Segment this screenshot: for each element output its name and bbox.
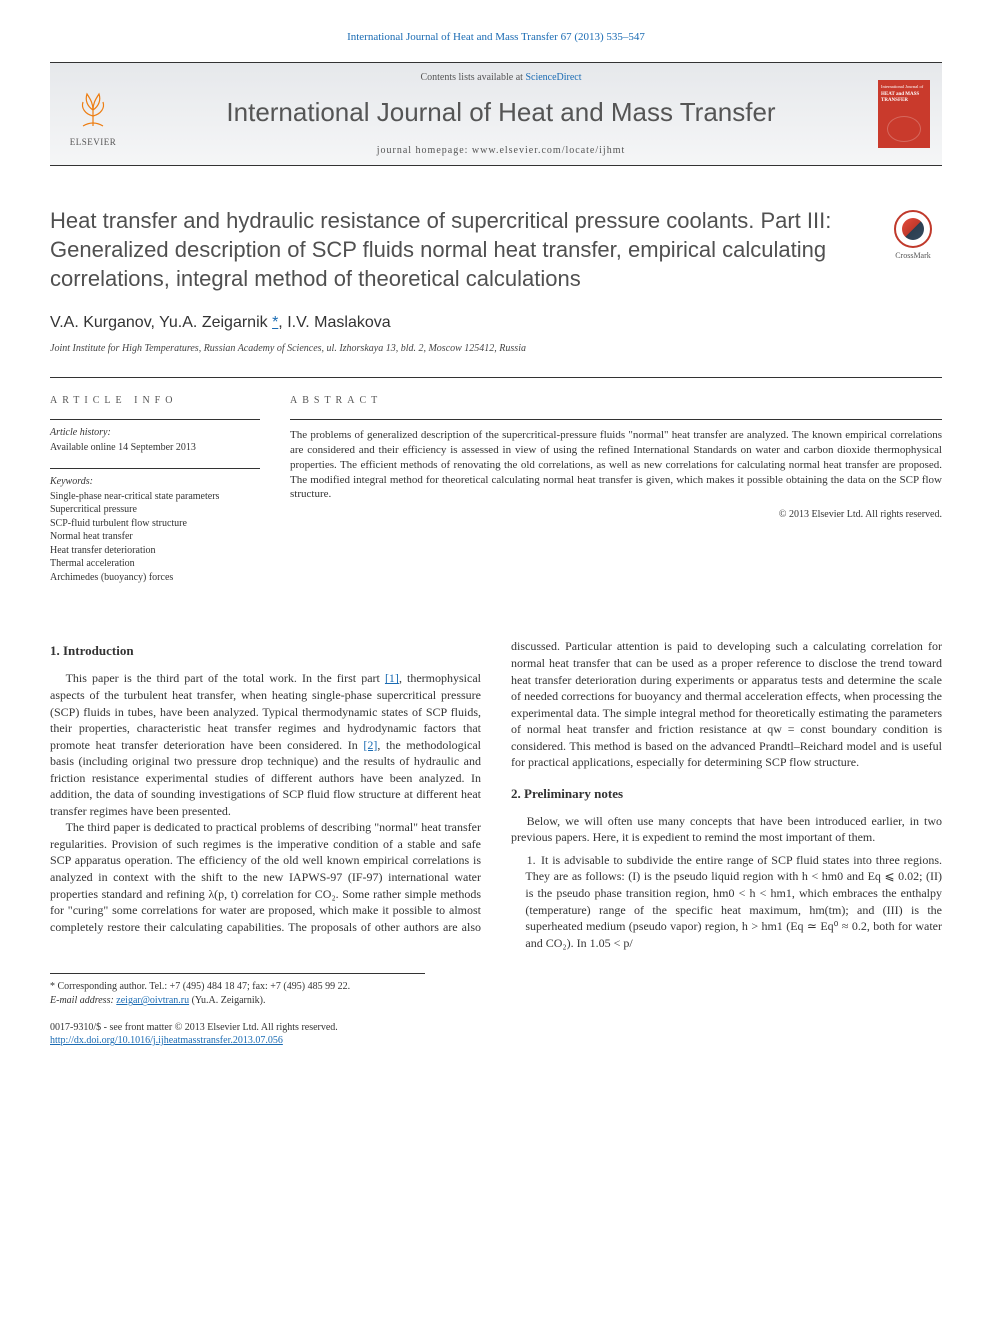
elsevier-label: ELSEVIER — [70, 137, 117, 149]
section-heading-prelim: 2. Preliminary notes — [511, 785, 942, 803]
keyword: Normal heat transfer — [50, 530, 260, 544]
bottom-meta: 0017-9310/$ - see front matter © 2013 El… — [50, 1021, 942, 1047]
footnotes: * Corresponding author. Tel.: +7 (495) 4… — [50, 973, 425, 1007]
keyword: Archimedes (buoyancy) forces — [50, 571, 260, 585]
keyword: Thermal acceleration — [50, 557, 260, 571]
header-center: Contents lists available at ScienceDirec… — [124, 71, 878, 157]
cover-title: HEAT and MASS TRANSFER — [881, 92, 927, 105]
body-text: 1. Introduction This paper is the third … — [50, 638, 942, 951]
crossmark-badge[interactable]: CrossMark — [884, 210, 942, 261]
contents-list-line: Contents lists available at ScienceDirec… — [144, 71, 858, 84]
cover-graphic — [887, 116, 921, 142]
journal-cover-thumb: International Journal of HEAT and MASS T… — [878, 80, 930, 148]
article-info-column: ARTICLE INFO Article history: Available … — [50, 394, 260, 599]
email-link[interactable]: zeigar@oivtran.ru — [116, 995, 189, 1006]
doi-link[interactable]: http://dx.doi.org/10.1016/j.ijheatmasstr… — [50, 1035, 283, 1046]
citation-header: International Journal of Heat and Mass T… — [50, 30, 942, 44]
ref-link-1[interactable]: [1] — [385, 671, 399, 685]
journal-header-bar: ELSEVIER Contents lists available at Sci… — [50, 62, 942, 166]
sciencedirect-link[interactable]: ScienceDirect — [525, 72, 581, 83]
abstract-label: ABSTRACT — [290, 394, 942, 407]
text-run: It is advisable to subdivide the entire … — [525, 853, 942, 950]
issn-line: 0017-9310/$ - see front matter © 2013 El… — [50, 1021, 942, 1034]
article-info-label: ARTICLE INFO — [50, 394, 260, 407]
abstract-text: The problems of generalized description … — [290, 419, 942, 502]
list-number: 1. — [511, 852, 536, 869]
journal-homepage: journal homepage: www.elsevier.com/locat… — [144, 144, 858, 157]
intro-paragraph-1: This paper is the third part of the tota… — [50, 670, 481, 819]
email-suffix: (Yu.A. Zeigarnik). — [189, 995, 265, 1006]
keyword: Single-phase near-critical state paramet… — [50, 490, 260, 504]
elsevier-logo: ELSEVIER — [62, 80, 124, 148]
text-run: This paper is the third part of the tota… — [66, 671, 385, 685]
keyword: Heat transfer deterioration — [50, 544, 260, 558]
abstract-column: ABSTRACT The problems of generalized des… — [290, 394, 942, 599]
cover-label: International Journal of — [881, 84, 927, 89]
contents-prefix: Contents lists available at — [420, 72, 525, 83]
authors-line: V.A. Kurganov, Yu.A. Zeigarnik *, I.V. M… — [50, 313, 942, 334]
keywords-heading: Keywords: — [50, 475, 260, 488]
prelim-paragraph-1: Below, we will often use many concepts t… — [511, 813, 942, 846]
history-heading: Article history: — [50, 426, 260, 439]
keywords-list: Single-phase near-critical state paramet… — [50, 490, 260, 585]
crossmark-label: CrossMark — [895, 251, 931, 261]
journal-name: International Journal of Heat and Mass T… — [144, 96, 858, 130]
keyword: SCP-fluid turbulent flow structure — [50, 517, 260, 531]
keywords-block: Keywords: Single-phase near-critical sta… — [50, 468, 260, 585]
keyword: Supercritical pressure — [50, 503, 260, 517]
crossmark-icon — [894, 210, 932, 248]
affiliation: Joint Institute for High Temperatures, R… — [50, 342, 942, 355]
elsevier-tree-icon — [71, 86, 115, 137]
prelim-item-1: 1. It is advisable to subdivide the enti… — [511, 852, 942, 951]
section-heading-intro: 1. Introduction — [50, 642, 481, 660]
article-history-block: Article history: Available online 14 Sep… — [50, 419, 260, 454]
email-line: E-mail address: zeigar@oivtran.ru (Yu.A.… — [50, 994, 425, 1007]
email-label: E-mail address: — [50, 995, 116, 1006]
ref-link-2[interactable]: [2] — [363, 738, 377, 752]
corresponding-author-note: * Corresponding author. Tel.: +7 (495) 4… — [50, 980, 425, 993]
paper-title: Heat transfer and hydraulic resistance o… — [50, 206, 868, 293]
abstract-copyright: © 2013 Elsevier Ltd. All rights reserved… — [290, 508, 942, 521]
corresponding-author-link[interactable]: * — [272, 314, 278, 331]
history-line: Available online 14 September 2013 — [50, 441, 260, 454]
